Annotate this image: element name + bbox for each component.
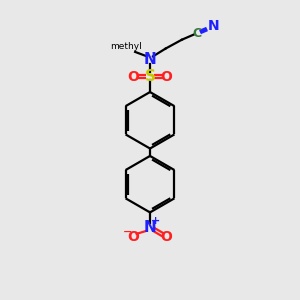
Text: O: O <box>160 70 172 84</box>
Text: −: − <box>123 226 132 236</box>
Text: N: N <box>144 52 156 68</box>
Text: +: + <box>151 216 160 226</box>
Text: O: O <box>128 230 140 244</box>
Text: N: N <box>144 220 156 235</box>
Text: O: O <box>128 70 140 84</box>
Text: N: N <box>208 19 220 33</box>
Text: methyl: methyl <box>110 42 142 51</box>
Text: S: S <box>145 69 155 84</box>
Text: O: O <box>160 230 172 244</box>
Text: C: C <box>193 27 202 40</box>
